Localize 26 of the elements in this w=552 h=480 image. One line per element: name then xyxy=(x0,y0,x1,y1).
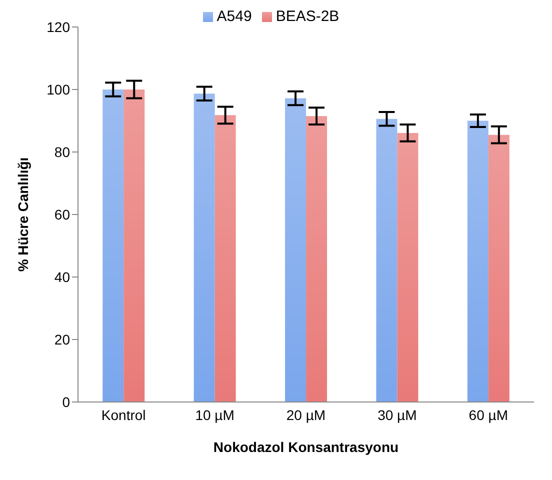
x-tick-label: 60 µM xyxy=(468,406,508,423)
legend-label: A549 xyxy=(216,8,252,25)
legend-label: BEAS-2B xyxy=(276,8,340,25)
y-tick-label: 120 xyxy=(46,18,70,35)
y-tick-label: 40 xyxy=(54,268,70,285)
bar xyxy=(467,120,488,402)
y-axis-title: % Hücre Canlılığı xyxy=(14,157,31,272)
y-tick-label: 0 xyxy=(62,394,70,410)
y-tick-label: 80 xyxy=(54,144,70,160)
bar xyxy=(194,94,215,402)
x-tick-label: Kontrol xyxy=(101,406,146,423)
bar xyxy=(397,132,418,402)
y-tick-label: 100 xyxy=(46,81,70,98)
y-tick-label: 20 xyxy=(54,331,70,348)
bar xyxy=(214,115,236,402)
bar xyxy=(285,98,306,402)
bar xyxy=(124,90,145,402)
bar xyxy=(102,90,124,402)
bar xyxy=(488,134,510,402)
x-tick-label: 30 µM xyxy=(378,406,417,423)
x-axis-title: Nokodazol Konsantrasyonu xyxy=(213,439,399,455)
x-tick-label: 20 µM xyxy=(286,406,326,423)
bar xyxy=(376,118,398,402)
bar xyxy=(306,116,328,402)
y-tick-label: 60 xyxy=(54,206,70,222)
x-tick-label: 10 µM xyxy=(195,406,234,423)
